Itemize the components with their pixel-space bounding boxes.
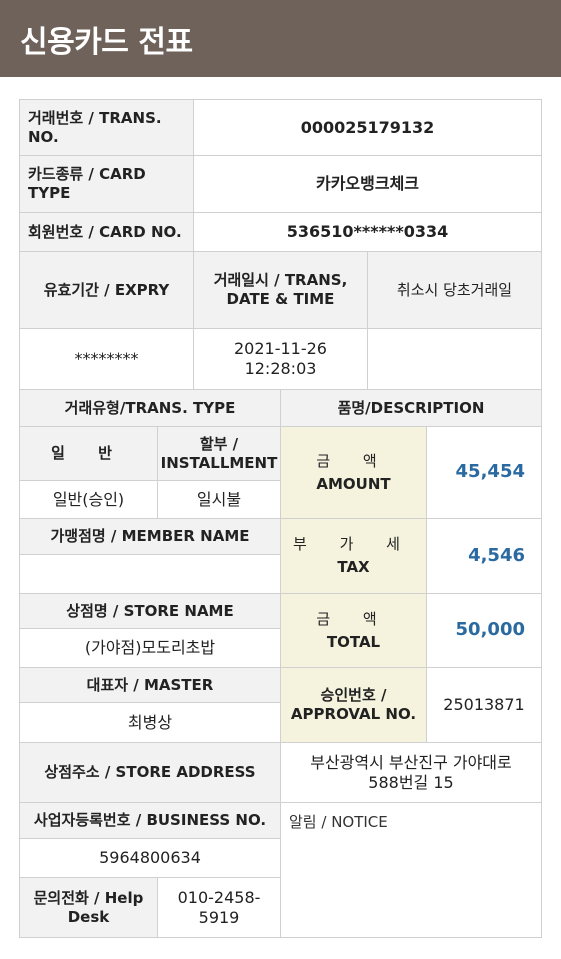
amount-label-en: AMOUNT	[316, 474, 391, 493]
total-label-en: TOTAL	[326, 632, 381, 651]
approval-value: 25013871	[426, 667, 542, 743]
tax-label-en: TAX	[337, 558, 370, 576]
help-desk-value: 010-2458-5919	[157, 877, 281, 938]
cancel-date-value	[367, 328, 542, 390]
expiry-label: 유효기간 / EXPRY	[19, 251, 194, 329]
business-no-label: 사업자등록번호 / BUSINESS NO.	[19, 802, 281, 839]
approval-label: 승인번호 / APPROVAL NO.	[280, 667, 427, 743]
general-value: 일반(승인)	[19, 480, 158, 519]
trans-no-value: 000025179132	[193, 99, 542, 156]
trans-no-label: 거래번호 / TRANS. NO.	[19, 99, 194, 156]
master-label: 대표자 / MASTER	[19, 667, 281, 703]
amount-label: 금 액 AMOUNT	[280, 426, 427, 519]
page-title: 신용카드 전표	[20, 25, 193, 60]
master-value: 최병상	[19, 702, 281, 743]
app-header: 신용카드 전표	[0, 0, 561, 77]
tax-label: 부 가 세 TAX	[280, 518, 427, 594]
store-address-label: 상점주소 / STORE ADDRESS	[19, 742, 281, 803]
store-name-value: (가야점)모도리초밥	[19, 628, 281, 668]
trans-time: 12:28:03	[244, 359, 317, 378]
trans-type-label: 거래유형/TRANS. TYPE	[19, 389, 281, 427]
installment-value: 일시불	[157, 480, 281, 519]
trans-date-label: 거래일시 / TRANS, DATE & TIME	[193, 251, 368, 329]
card-type-value: 카카오뱅크체크	[193, 155, 542, 213]
card-type-label: 카드종류 / CARD TYPE	[19, 155, 194, 213]
cancel-date-label: 취소시 당초거래일	[367, 251, 542, 329]
member-name-value	[19, 554, 281, 594]
description-label: 품명/DESCRIPTION	[280, 389, 542, 427]
installment-label: 할부 / INSTALLMENT	[157, 426, 281, 481]
trans-date: 2021-11-26	[234, 339, 327, 358]
store-address-value: 부산광역시 부산진구 가야대로 588번길 15	[280, 742, 542, 803]
card-no-label: 회원번호 / CARD NO.	[19, 212, 194, 252]
member-name-label: 가맹점명 / MEMBER NAME	[19, 518, 281, 555]
total-value: 50,000	[426, 593, 542, 668]
amount-value: 45,454	[426, 426, 542, 519]
store-name-label: 상점명 / STORE NAME	[19, 593, 281, 629]
help-desk-label: 문의전화 / Help Desk	[19, 877, 158, 938]
tax-label-ko: 부 가 세	[293, 535, 414, 554]
amount-label-ko: 금 액	[316, 451, 391, 470]
notice-label: 알림 / NOTICE	[289, 813, 388, 831]
general-label: 일 반	[19, 426, 158, 481]
trans-date-value: 2021-11-26 12:28:03	[193, 328, 368, 390]
expiry-value: ********	[19, 328, 194, 390]
tax-value: 4,546	[426, 518, 542, 594]
total-label-ko: 금 액	[316, 609, 391, 628]
notice-box: 알림 / NOTICE	[280, 802, 542, 938]
card-no-value: 536510******0334	[193, 212, 542, 252]
total-label: 금 액 TOTAL	[280, 593, 427, 668]
business-no-value: 5964800634	[19, 838, 281, 878]
